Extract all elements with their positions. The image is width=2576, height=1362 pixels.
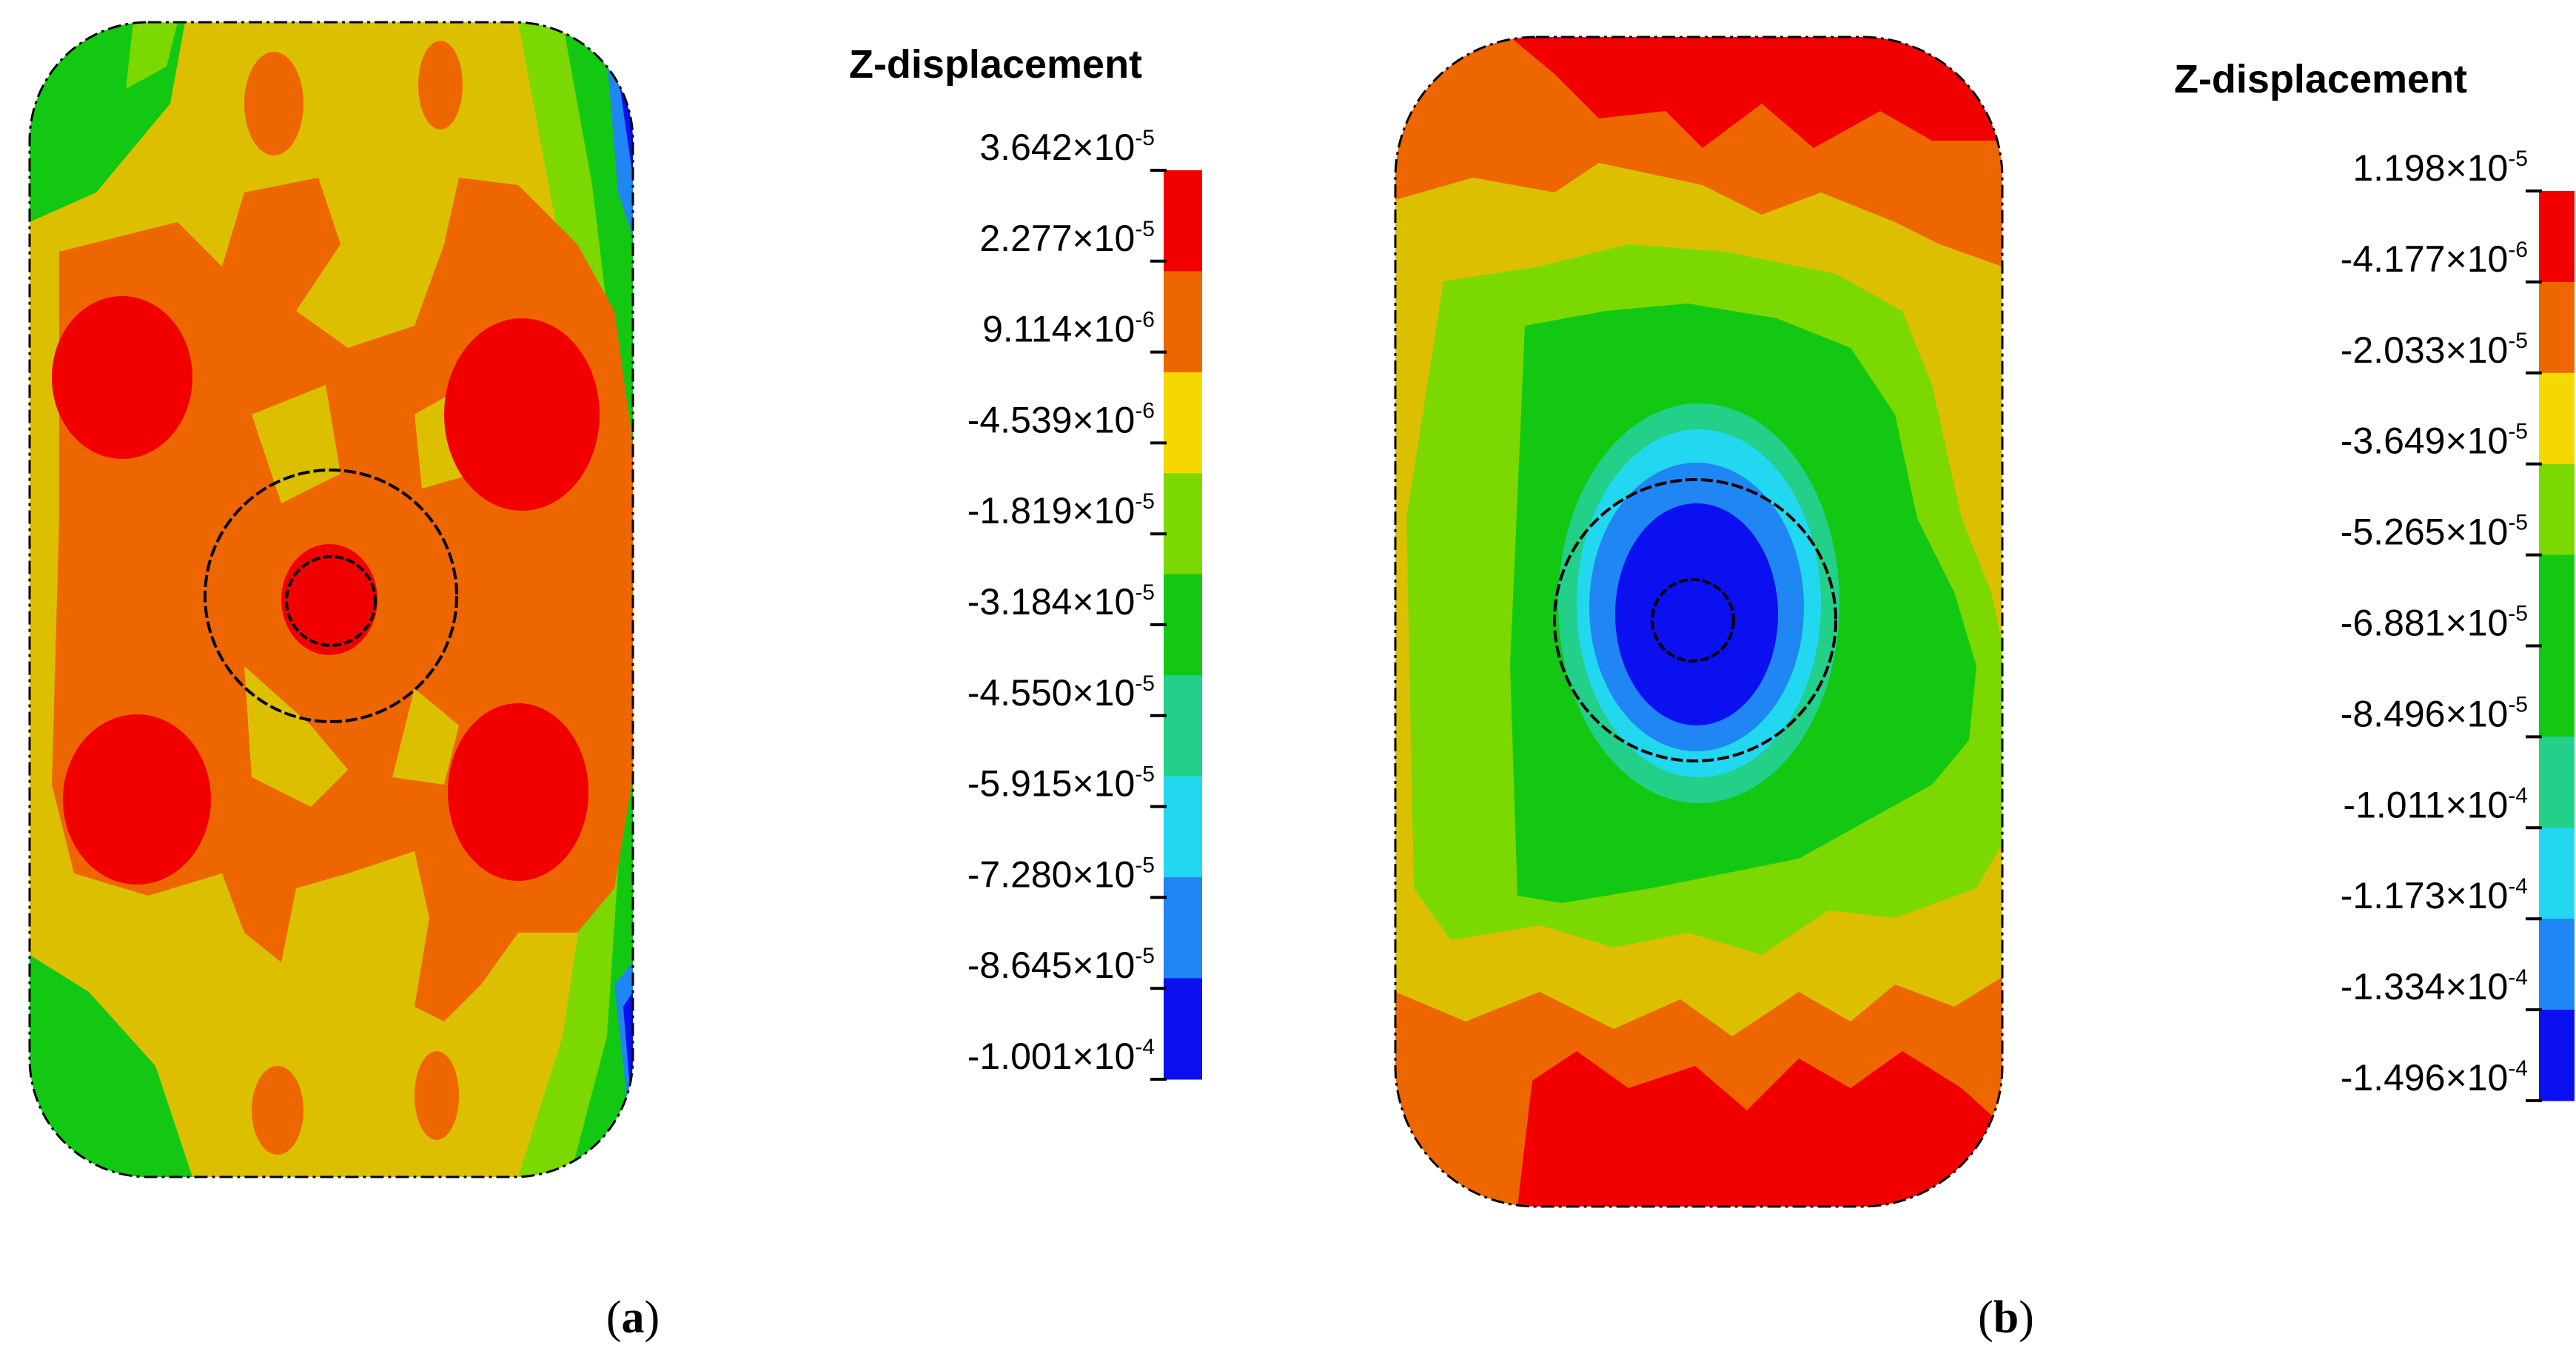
- inner-ring-a: [285, 555, 377, 647]
- caption-a: (a): [606, 1292, 660, 1343]
- colorbar-tick-label-8: -1.173×10-4: [2341, 874, 2528, 916]
- outer-ring-a: [204, 469, 458, 723]
- colorbar-tick-label-1: 2.277×10-5: [979, 217, 1155, 259]
- colorbar-segment-1: [2539, 281, 2575, 374]
- colorbar-segment-0: [2539, 191, 2575, 283]
- colorbar-tick-label-6: -4.550×10-5: [967, 671, 1155, 714]
- colorbar-tick-label-4: -5.265×10-5: [2341, 511, 2528, 553]
- colorbar-segment-6: [1164, 776, 1202, 878]
- colorbar-tick-label-9: -1.334×10-4: [2341, 965, 2528, 1007]
- plate-outline-b: [1394, 36, 2004, 1208]
- colorbar-tick-label-10: -1.001×10-4: [967, 1035, 1155, 1077]
- colorbar-segment-3: [1164, 473, 1202, 575]
- colorbar-segment-9: [2539, 1010, 2575, 1101]
- colorbar-segment-8: [1164, 978, 1202, 1080]
- colorbar-segment-3: [2539, 463, 2575, 556]
- colorbar-tick-label-3: -4.539×10-6: [967, 398, 1155, 440]
- colorbar-tick-label-1: -4.177×10-6: [2341, 238, 2528, 280]
- colorbar-segment-2: [1164, 372, 1202, 474]
- colorbar-tick-label-6: -8.496×10-5: [2341, 692, 2528, 734]
- colorbar-title-a: Z-displacement: [849, 42, 1142, 87]
- colorbar-segment-1: [1164, 271, 1202, 373]
- colorbar-segment-7: [2539, 828, 2575, 919]
- outer-ring-b: [1553, 478, 1837, 762]
- colorbar-tick-label-8: -7.280×10-5: [967, 853, 1155, 895]
- colorbar-b: 1.198×10-5 -4.177×10-6 -2.033×10-5 -3.649×1…: [2341, 147, 2575, 1102]
- colorbar-tick-label-2: 9.114×10-6: [982, 308, 1155, 350]
- colorbar-tick-label-7: -1.011×10-4: [2343, 783, 2528, 825]
- colorbar-tick-label-3: -3.649×10-5: [2341, 420, 2528, 462]
- colorbar-tick-label-10: -1.496×10-4: [2341, 1056, 2528, 1098]
- caption-b: (b): [1978, 1292, 2034, 1343]
- colorbar-tick-label-0: 3.642×10-5: [979, 126, 1155, 168]
- plate-outline-a: [28, 21, 634, 1178]
- colorbar-segment-6: [2539, 737, 2575, 828]
- colorbar-segment-4: [2539, 554, 2575, 646]
- colorbar-segment-7: [1164, 877, 1202, 979]
- colorbar-segment-4: [1164, 574, 1202, 676]
- colorbar-tick-label-5: -3.184×10-5: [967, 580, 1155, 623]
- colorbar-tick-label-7: -5.915×10-5: [967, 762, 1155, 805]
- colorbar-segment-5: [2539, 645, 2575, 737]
- inner-ring-b: [1651, 578, 1735, 662]
- colorbar-tick-label-5: -6.881×10-5: [2341, 602, 2528, 644]
- colorbar-title-b: Z-displacement: [2174, 57, 2467, 101]
- colorbar-segment-2: [2539, 372, 2575, 465]
- colorbar-a: 3.642×10-5 2.277×10-5 9.114×10-6 -4.539×10-…: [967, 126, 1202, 1081]
- colorbar-tick-label-9: -8.645×10-5: [967, 944, 1155, 986]
- colorbar-tick-label-0: 1.198×10-5: [2352, 147, 2528, 189]
- colorbar-segment-8: [2539, 919, 2575, 1010]
- colorbar-tick-label-2: -2.033×10-5: [2341, 329, 2528, 371]
- colorbar-segment-5: [1164, 675, 1202, 777]
- colorbar-tick-label-4: -1.819×10-5: [967, 489, 1155, 531]
- contour-plot-b: [1395, 37, 2002, 1207]
- contour-plot-a: [30, 22, 633, 1177]
- colorbar-segment-0: [1164, 170, 1202, 272]
